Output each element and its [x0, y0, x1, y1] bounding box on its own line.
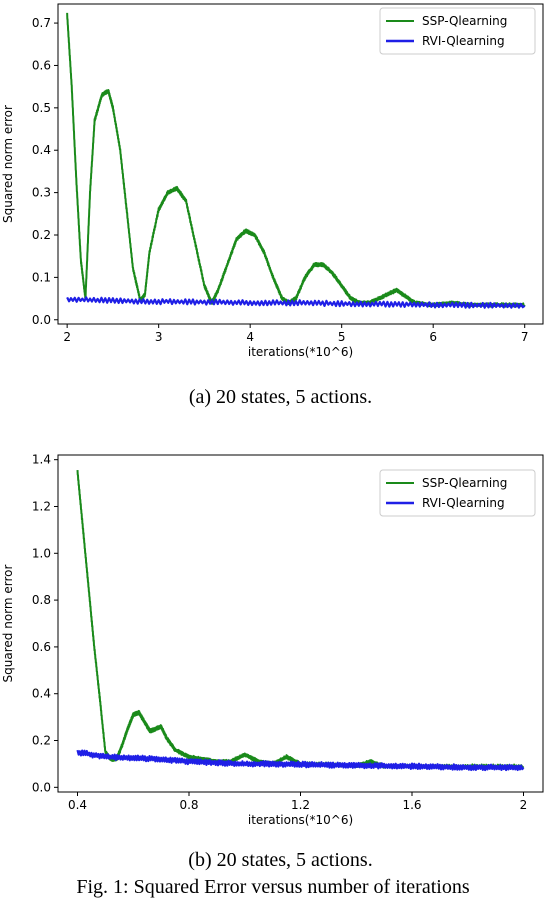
y-tick-label: 0.0 [32, 313, 51, 327]
y-axis-label: Squared norm error [1, 564, 15, 682]
y-tick-label: 0.4 [32, 143, 51, 157]
chart-b: 0.4 0.8 1.2 1.6 2 0.0 0.2 0.4 0.6 0.8 1.0 1.2 1.4 ite… [1, 453, 544, 871]
y-tick-label: 1.4 [32, 453, 51, 467]
legend-entry: RVI-Qlearning [422, 496, 505, 510]
y-tick-label: 0.6 [32, 58, 51, 72]
x-tick-label: 0.8 [179, 798, 198, 812]
x-tick-label: 3 [155, 330, 163, 344]
y-tick-label: 0.4 [32, 687, 51, 701]
x-tick-label: 2 [520, 798, 528, 812]
x-tick-label: 1.6 [402, 798, 421, 812]
y-tick-label: 0.1 [32, 270, 51, 284]
plot-frame [57, 3, 544, 325]
legend: SSP-Qlearning RVI-Qlearning [379, 469, 536, 517]
series-line-rvi-qlearning [76, 749, 525, 772]
legend-entry: RVI-Qlearning [422, 34, 505, 48]
legend-entry: SSP-Qlearning [422, 476, 507, 490]
legend-box [379, 7, 536, 55]
y-tick-label: 0.6 [32, 640, 51, 654]
x-tick-label: 5 [338, 330, 346, 344]
x-tick-label: 6 [429, 330, 437, 344]
legend: SSP-Qlearning RVI-Qlearning [379, 7, 536, 55]
y-tick-label: 1.0 [32, 546, 51, 560]
y-tick-label: 0.8 [32, 593, 51, 607]
y-tick-label: 0.5 [32, 101, 51, 115]
series-line-rvi-qlearning [66, 296, 526, 309]
chart-caption: (b) 20 states, 5 actions. [188, 849, 372, 871]
y-tick-label: 1.2 [32, 499, 51, 513]
y-axis-label: Squared norm error [1, 105, 15, 223]
y-tick-label: 0.2 [32, 228, 51, 242]
chart-a: 2 3 4 5 6 7 0.0 0.1 0.2 0.3 0.4 0.5 0.6 0.7 iterations… [1, 3, 544, 408]
x-tick-label: 1.2 [291, 798, 310, 812]
legend-entry: SSP-Qlearning [422, 14, 507, 28]
y-tick-label: 0.0 [32, 780, 51, 794]
y-tick-label: 0.3 [32, 186, 51, 200]
legend-box [379, 469, 536, 517]
y-tick-label: 0.7 [32, 16, 51, 30]
x-tick-label: 7 [521, 330, 529, 344]
x-axis-label: iterations(*10^6) [248, 813, 353, 827]
y-tick-label: 0.2 [32, 734, 51, 748]
series-line-ssp-qlearning [66, 12, 526, 308]
x-tick-label: 0.4 [68, 798, 87, 812]
x-tick-label: 2 [63, 330, 71, 344]
x-axis-label: iterations(*10^6) [248, 345, 353, 359]
figure-footer: Fig. 1: Squared Error versus number of i… [76, 876, 469, 898]
x-tick-label: 4 [246, 330, 254, 344]
chart-caption: (a) 20 states, 5 actions. [189, 386, 372, 408]
